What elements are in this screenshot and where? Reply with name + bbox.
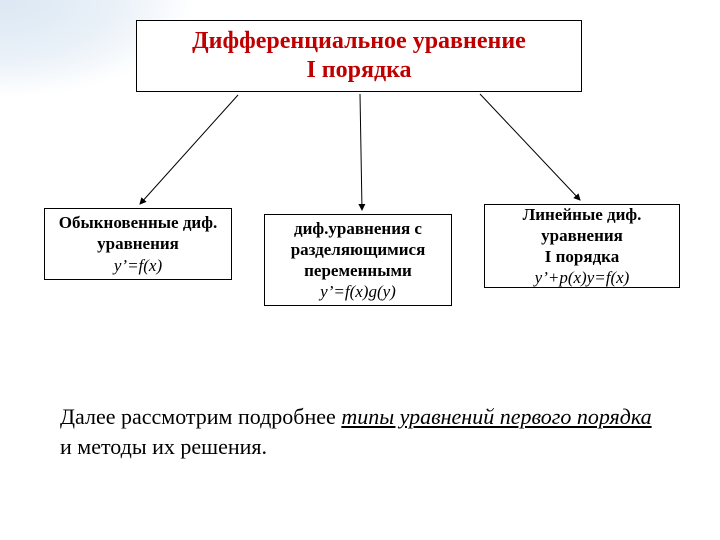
child-ordinary-line1: Обыкновенные диф. <box>53 212 223 233</box>
child-node-separable: диф.уравнения с разделяющимися переменны… <box>264 214 452 306</box>
body-post: и методы их решения. <box>60 434 267 459</box>
body-pre: Далее рассмотрим подробнее <box>60 404 341 429</box>
child-ordinary-formula: y’=f(x) <box>53 255 223 276</box>
child-linear-line1: Линейные диф. <box>493 204 671 225</box>
child-separable-formula: y’=f(x)g(y) <box>273 281 443 302</box>
child-linear-line3: I порядка <box>493 246 671 267</box>
root-node: Дифференциальное уравнение I порядка <box>136 20 582 92</box>
body-paragraph: Далее рассмотрим подробнее типы уравнени… <box>60 402 660 461</box>
child-linear-formula: y’+p(x)y=f(x) <box>493 267 671 288</box>
root-title-line1: Дифференциальное уравнение <box>137 27 581 56</box>
child-ordinary-line2: уравнения <box>53 233 223 254</box>
child-node-ordinary: Обыкновенные диф. уравнения y’=f(x) <box>44 208 232 280</box>
child-node-linear: Линейные диф. уравнения I порядка y’+p(x… <box>484 204 680 288</box>
body-underlined: типы уравнений первого порядка <box>341 404 651 429</box>
child-linear-line2: уравнения <box>493 225 671 246</box>
child-separable-line1: диф.уравнения с <box>273 218 443 239</box>
root-title-line2: I порядка <box>137 56 581 85</box>
child-separable-line3: переменными <box>273 260 443 281</box>
child-separable-line2: разделяющимися <box>273 239 443 260</box>
